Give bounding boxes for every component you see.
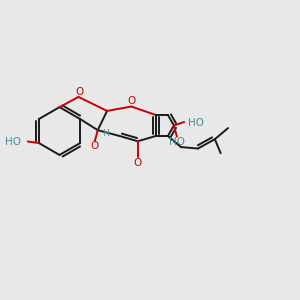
Text: H: H [102,129,108,138]
Text: HO: HO [169,136,185,146]
Text: HO: HO [188,118,204,128]
Text: O: O [75,87,83,97]
Text: O: O [134,158,142,168]
Text: O: O [128,96,136,106]
Text: O: O [91,141,99,151]
Text: HO: HO [5,136,21,146]
